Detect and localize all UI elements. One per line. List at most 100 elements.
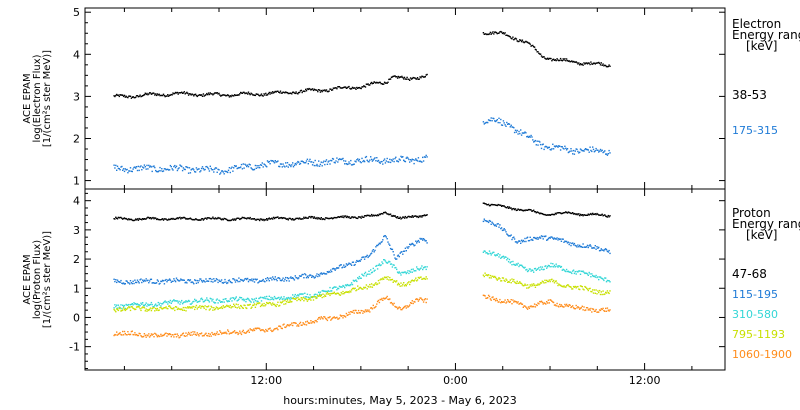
data-point — [299, 293, 302, 295]
data-point — [511, 126, 513, 128]
data-point — [117, 167, 120, 170]
data-point — [422, 239, 424, 241]
data-point — [404, 247, 407, 249]
data-point — [605, 215, 607, 217]
data-point — [117, 94, 120, 96]
data-point — [590, 245, 592, 247]
data-point — [237, 217, 239, 219]
data-point — [500, 257, 502, 259]
data-point — [186, 282, 188, 284]
data-point — [146, 310, 148, 312]
data-point — [577, 271, 579, 273]
data-point — [494, 120, 497, 123]
data-point — [607, 309, 609, 311]
data-point — [595, 62, 597, 64]
data-point — [572, 60, 575, 63]
data-point — [156, 304, 159, 307]
data-point — [287, 277, 289, 280]
data-point — [191, 307, 193, 309]
data-point — [220, 94, 223, 97]
data-point — [426, 214, 428, 216]
data-point — [565, 285, 568, 287]
data-point — [591, 291, 593, 293]
data-point — [526, 237, 528, 239]
data-point — [220, 307, 222, 309]
data-point — [398, 158, 400, 160]
data-point — [397, 282, 400, 285]
data-point — [123, 94, 126, 97]
data-point — [499, 204, 501, 206]
data-point — [357, 260, 360, 263]
data-point — [374, 306, 376, 309]
data-point — [132, 280, 134, 282]
data-point — [230, 95, 232, 98]
data-point — [291, 322, 293, 324]
y-tick-label: 2 — [73, 132, 80, 145]
data-point — [314, 296, 316, 298]
data-point — [552, 213, 554, 216]
data-point — [153, 92, 155, 95]
data-point — [582, 64, 584, 66]
data-point — [420, 297, 422, 299]
data-point — [594, 310, 596, 312]
data-point — [348, 311, 350, 314]
data-point — [562, 147, 564, 150]
data-point — [260, 164, 263, 166]
data-point — [384, 260, 387, 262]
data-point — [403, 160, 406, 162]
data-point — [250, 301, 252, 303]
data-point — [537, 268, 539, 270]
data-point — [419, 76, 421, 78]
data-point — [535, 269, 537, 271]
data-point — [542, 143, 544, 145]
data-point — [579, 64, 581, 66]
data-point — [240, 278, 242, 281]
data-point — [313, 296, 316, 298]
data-point — [202, 93, 205, 95]
data-point — [160, 280, 162, 282]
data-point — [203, 169, 205, 171]
data-point — [559, 212, 562, 214]
data-point — [233, 305, 236, 307]
data-point — [423, 266, 426, 268]
data-point — [594, 63, 596, 65]
data-point — [148, 166, 151, 168]
data-point — [126, 308, 128, 310]
data-point — [347, 291, 349, 293]
data-point — [186, 335, 188, 337]
data-point — [413, 270, 415, 272]
data-point — [132, 333, 134, 336]
data-point — [133, 308, 135, 310]
data-point — [584, 148, 586, 151]
data-point — [119, 281, 121, 283]
data-point — [421, 237, 423, 240]
data-point — [182, 216, 185, 219]
data-point — [424, 214, 426, 217]
data-point — [386, 157, 388, 160]
data-point — [596, 276, 598, 279]
data-point — [561, 305, 563, 307]
data-point — [197, 219, 199, 221]
data-point — [406, 283, 408, 285]
data-point — [393, 75, 395, 77]
data-point — [574, 285, 576, 288]
data-point — [136, 169, 139, 172]
data-point — [198, 94, 200, 96]
data-point — [332, 267, 335, 270]
data-point — [486, 33, 488, 36]
data-point — [592, 148, 595, 151]
data-point — [577, 214, 579, 216]
data-point — [323, 218, 325, 220]
data-point — [352, 261, 355, 263]
data-point — [263, 330, 265, 332]
data-point — [486, 252, 488, 254]
data-point — [288, 301, 290, 303]
data-point — [154, 304, 156, 306]
data-point — [138, 306, 140, 308]
data-point — [316, 163, 318, 166]
data-point — [137, 305, 140, 308]
data-point — [411, 271, 413, 273]
data-point — [155, 333, 157, 335]
data-point — [342, 266, 344, 268]
data-point — [249, 328, 251, 330]
